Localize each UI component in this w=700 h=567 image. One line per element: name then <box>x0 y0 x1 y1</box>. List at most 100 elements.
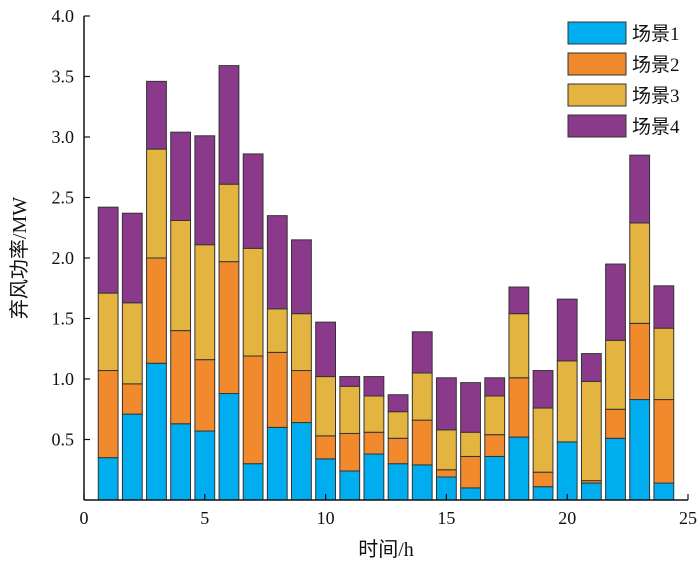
bar-x8-series1 <box>266 426 288 501</box>
bar-x10-series2 <box>315 435 337 460</box>
bar-x11-series1 <box>339 470 361 501</box>
bar-x15-series3 <box>435 429 457 471</box>
bar-x19-series3 <box>532 407 554 473</box>
bar-x24-series1 <box>653 482 675 501</box>
bar-x3-series4 <box>146 80 167 150</box>
bar-x8-series3 <box>266 308 288 353</box>
x-tick-label: 25 <box>679 508 697 528</box>
bar-x5-series1 <box>194 430 216 501</box>
bar-x19-series4 <box>532 370 554 409</box>
bar-x14-series3 <box>411 372 433 421</box>
bar-x6-series4 <box>218 65 240 185</box>
x-tick-label: 20 <box>558 508 576 528</box>
y-tick-label: 4.0 <box>52 6 75 26</box>
bar-x16-series1 <box>460 487 481 501</box>
bar-x4-series1 <box>170 423 192 501</box>
legend-swatch-series4 <box>567 114 627 138</box>
bar-x11-series2 <box>339 432 361 472</box>
legend-label-series3: 场景3 <box>632 85 680 107</box>
bar-x21-series4 <box>580 353 602 382</box>
bar-x9-series3 <box>291 313 312 372</box>
bar-x2-series3 <box>121 302 143 385</box>
bar-x12-series1 <box>363 453 385 501</box>
bars-layer <box>97 65 675 501</box>
bar-x6-series1 <box>218 393 240 501</box>
bar-x18-series2 <box>508 377 530 438</box>
bar-x5-series3 <box>194 244 216 361</box>
bar-x17-series2 <box>484 434 506 457</box>
y-tick-label: 0.5 <box>52 430 75 450</box>
y-tick-label: 3.5 <box>52 67 75 87</box>
bar-x3-series1 <box>146 362 167 501</box>
bar-x23-series2 <box>629 322 651 401</box>
bar-x17-series1 <box>484 455 506 501</box>
x-tick-label: 10 <box>317 508 335 528</box>
bar-x19-series1 <box>532 486 554 501</box>
bar-x3-series2 <box>146 257 167 364</box>
bar-x16-series4 <box>460 382 481 433</box>
bar-x2-series1 <box>121 413 143 501</box>
bar-x2-series4 <box>121 212 143 304</box>
bar-x4-series4 <box>170 131 192 221</box>
bar-x18-series3 <box>508 313 530 379</box>
ticks-layer: 0 5 10 15 20 25 0.5 1.0 1.5 2.0 2.5 3.0 3.5 4.0 <box>52 6 698 528</box>
legend-swatch-series2 <box>567 52 627 76</box>
bar-x14-series2 <box>411 419 433 466</box>
bar-x12-series3 <box>363 395 385 433</box>
bar-x13-series4 <box>387 394 409 413</box>
legend: 场景1 场景2 场景3 场景4 <box>567 21 680 138</box>
bar-x7-series1 <box>242 463 264 501</box>
bar-x1-series2 <box>97 370 119 459</box>
y-tick-label: 2.0 <box>52 248 75 268</box>
bar-x9-series2 <box>291 370 312 424</box>
bar-x24-series3 <box>653 327 675 401</box>
bar-x22-series1 <box>605 437 626 501</box>
bar-x20-series1 <box>556 441 578 501</box>
bar-x7-series2 <box>242 355 264 465</box>
bar-x6-series2 <box>218 261 240 395</box>
bar-x7-series4 <box>242 153 264 249</box>
legend-label-series4: 场景4 <box>632 116 680 138</box>
bar-x13-series1 <box>387 463 409 501</box>
bar-x18-series1 <box>508 436 530 501</box>
x-tick-label: 5 <box>200 508 209 528</box>
bar-x7-series3 <box>242 247 264 357</box>
bar-x16-series3 <box>460 431 481 457</box>
bar-x18-series4 <box>508 286 530 315</box>
bar-x12-series4 <box>363 376 385 397</box>
bar-x22-series2 <box>605 408 626 439</box>
legend-swatch-series1 <box>567 21 627 45</box>
bar-x23-series3 <box>629 222 651 324</box>
bar-x1-series4 <box>97 206 119 294</box>
bar-x17-series4 <box>484 377 506 397</box>
bar-x14-series1 <box>411 464 433 501</box>
bar-x3-series3 <box>146 148 167 259</box>
bar-x15-series2 <box>435 469 457 478</box>
bar-x5-series4 <box>194 135 216 246</box>
legend-label-series1: 场景1 <box>632 23 680 45</box>
bar-x4-series2 <box>170 330 192 425</box>
bar-x22-series4 <box>605 263 626 341</box>
x-tick-label: 0 <box>80 508 89 528</box>
bar-x20-series4 <box>556 298 578 362</box>
bar-x2-series2 <box>121 383 143 415</box>
bar-x11-series4 <box>339 376 361 387</box>
bar-x20-series3 <box>556 360 578 443</box>
bar-x17-series3 <box>484 395 506 436</box>
bar-x10-series3 <box>315 376 337 437</box>
bar-x19-series2 <box>532 471 554 488</box>
bar-x1-series3 <box>97 292 119 372</box>
bar-x23-series4 <box>629 154 651 224</box>
x-tick-label: 15 <box>437 508 455 528</box>
legend-swatch-series3 <box>567 83 627 107</box>
bar-x14-series4 <box>411 331 433 374</box>
bar-x8-series4 <box>266 215 288 310</box>
y-axis-label: 弃风功率/MW <box>8 197 31 319</box>
bar-x23-series1 <box>629 399 651 501</box>
y-tick-label: 1.0 <box>52 369 75 389</box>
bar-x11-series3 <box>339 385 361 434</box>
bar-x24-series4 <box>653 285 675 329</box>
bar-x13-series3 <box>387 411 409 439</box>
bar-x12-series2 <box>363 431 385 455</box>
